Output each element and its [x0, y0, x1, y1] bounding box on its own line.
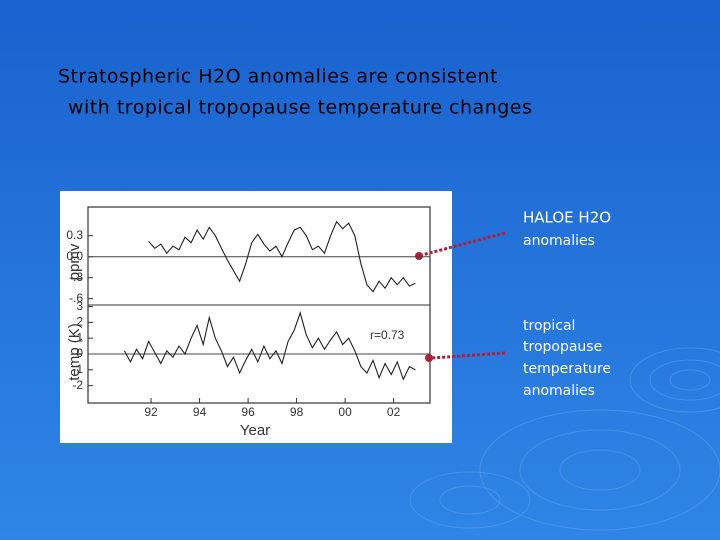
figure-background	[60, 191, 452, 443]
arrow-head	[425, 354, 433, 362]
y-tick-label: 0.0	[66, 249, 83, 263]
label: HALOE H2O	[523, 209, 611, 227]
annotation: r=0.73	[370, 328, 405, 342]
y-tick-label: 0	[76, 346, 83, 360]
arrows	[421, 231, 506, 360]
y-tick-label: 1	[76, 330, 83, 344]
x-tick-label: 94	[193, 405, 207, 419]
y-tick-label: 3	[76, 299, 83, 313]
label: anomalies	[523, 233, 595, 249]
y-tick-label: -2	[72, 378, 83, 392]
title-line: with tropical tropopause temperature cha…	[68, 97, 532, 119]
x-tick-label: 98	[290, 405, 304, 419]
plots: 0.3 0.0 -.3 -.6 ppmv 3 21 0 -1 -2 92 94 96 98 00 02 temp…	[66, 220, 430, 439]
x-tick-label: 96	[241, 405, 255, 419]
label: tropopause	[523, 339, 602, 355]
label: temperature	[523, 361, 611, 377]
y-tick-label: 0.3	[66, 228, 83, 242]
y-tick-label: -.3	[69, 270, 83, 284]
data-line	[123, 311, 416, 381]
x-axis-label: Year	[240, 422, 270, 439]
y-axis-label: temp (K)	[66, 323, 83, 381]
data-line	[148, 220, 416, 293]
y-tick-label: -1	[72, 362, 83, 376]
arrow-head	[415, 252, 423, 260]
title-line: Stratospheric H2O anomalies are consiste…	[58, 66, 498, 88]
y-tick-label: -.6	[69, 291, 83, 305]
x-tick-label: 02	[387, 405, 401, 419]
y-tick-label: 2	[76, 315, 83, 329]
x-tick-label: 92	[144, 405, 158, 419]
ripples	[409, 347, 720, 531]
x-tick-label: 00	[338, 405, 352, 419]
y-axis-label: ppmv	[66, 243, 83, 280]
label: anomalies	[523, 383, 595, 399]
label: tropical	[523, 318, 575, 334]
